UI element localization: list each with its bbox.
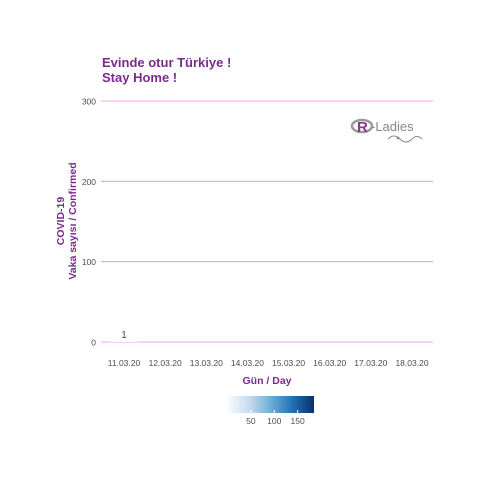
bar [111,341,137,342]
x-tick-label: 15.03.20 [272,358,305,368]
y-axis-title-line1: COVID-19 [55,197,67,246]
data-label: 1 [121,330,127,341]
chart-subtitle: Stay Home ! [102,70,178,85]
x-tick-label: 18.03.20 [395,358,428,368]
x-tick-label: 13.03.20 [190,358,223,368]
y-tick-label: 200 [82,177,96,187]
x-tick-label: 16.03.20 [313,358,346,368]
x-axis-title: Gün / Day [242,375,291,387]
y-tick-label: 300 [82,97,96,107]
y-tick-label: 0 [91,338,96,348]
chart-title: Evinde otur Türkiye ! [102,55,232,70]
r-ladies-logo: R -Ladies [350,118,423,143]
y-axis-title-line2: Vaka sayısı / Confirmed [67,162,79,279]
x-tick-label: 12.03.20 [149,358,182,368]
y-tick-label: 100 [82,257,96,267]
colorbar [228,396,314,413]
svg-text:-Ladies: -Ladies [371,119,414,134]
x-tick-label: 11.03.20 [108,358,141,368]
x-tick-label: 17.03.20 [354,358,387,368]
svg-text:R: R [357,119,368,136]
colorbar-tick-label: 100 [267,416,281,426]
colorbar-tick-label: 150 [291,416,305,426]
colorbar-tick-label: 50 [246,416,256,426]
x-tick-label: 14.03.20 [231,358,264,368]
